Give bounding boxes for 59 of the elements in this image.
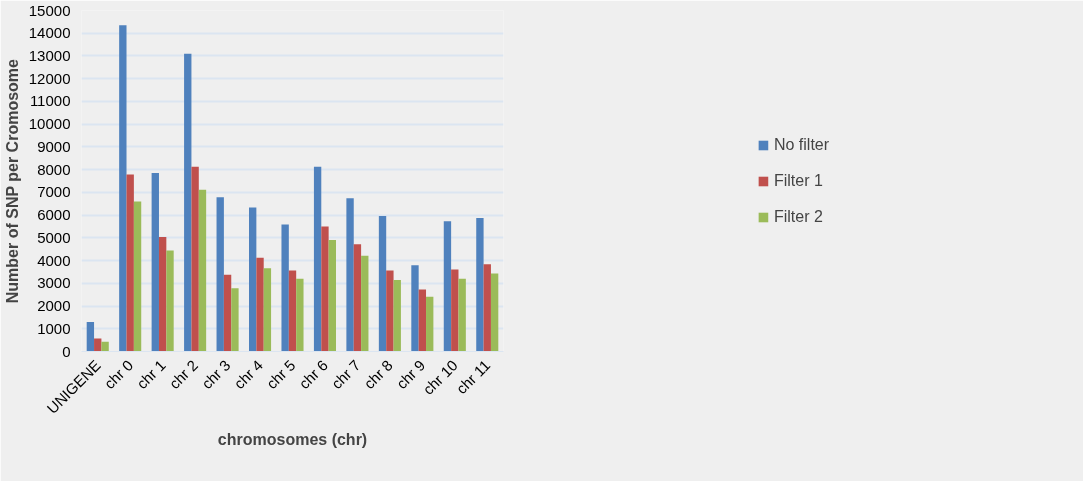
y-tick-label: 12000 [28, 69, 71, 87]
bar [281, 224, 289, 352]
y-tick-label: 13000 [28, 46, 71, 64]
bar [86, 321, 95, 352]
bar [166, 250, 174, 352]
y-tick-label: 3000 [37, 274, 71, 292]
bar [451, 269, 459, 352]
legend-label: No filter [773, 135, 830, 154]
bar [231, 288, 239, 352]
y-tick-label: 14000 [28, 24, 71, 42]
bar [458, 278, 466, 352]
bar [158, 236, 167, 352]
y-tick-label: 11000 [29, 92, 71, 110]
bar [411, 265, 419, 352]
legend-label: Filter 2 [773, 207, 823, 226]
bar [119, 25, 127, 352]
bar [418, 289, 427, 352]
bar [288, 270, 297, 352]
bar [361, 255, 369, 352]
bar [263, 268, 272, 352]
bar [393, 279, 401, 352]
y-tick-label: 5000 [37, 228, 71, 246]
bar [490, 273, 499, 352]
bar [483, 264, 491, 352]
y-axis-title: Number of SNP per Cromosome [3, 58, 21, 304]
y-tick-label: 6000 [37, 206, 71, 224]
bar [353, 244, 362, 352]
bar [151, 173, 159, 352]
bar [426, 296, 434, 352]
bar [184, 53, 192, 352]
y-tick-label: 7000 [37, 183, 71, 201]
y-tick-label: 4000 [37, 251, 71, 269]
bar [249, 207, 257, 352]
bar [256, 257, 264, 352]
bar [443, 221, 452, 352]
bar [191, 166, 199, 352]
bar [126, 174, 134, 352]
bar [386, 270, 394, 352]
bar [328, 240, 336, 352]
bar [101, 341, 109, 352]
bar [133, 201, 142, 352]
bar [346, 198, 354, 352]
bar [321, 226, 329, 352]
bar [313, 166, 322, 352]
bar [223, 274, 232, 352]
y-tick-label: 1000 [37, 319, 71, 337]
y-tick-label: 9000 [37, 137, 71, 155]
y-tick-label: 2000 [37, 297, 71, 315]
x-axis-title: chromosomes (chr) [217, 430, 368, 448]
bar [198, 189, 207, 352]
y-tick-label: 0 [62, 342, 71, 360]
y-tick-label: 8000 [37, 160, 71, 178]
bar [378, 216, 387, 352]
bar [296, 278, 304, 352]
y-tick-label: 10000 [28, 115, 71, 133]
y-tick-label: 15000 [28, 1, 71, 19]
bar [216, 197, 224, 352]
legend-label: Filter 1 [773, 171, 823, 190]
bar [476, 218, 484, 352]
